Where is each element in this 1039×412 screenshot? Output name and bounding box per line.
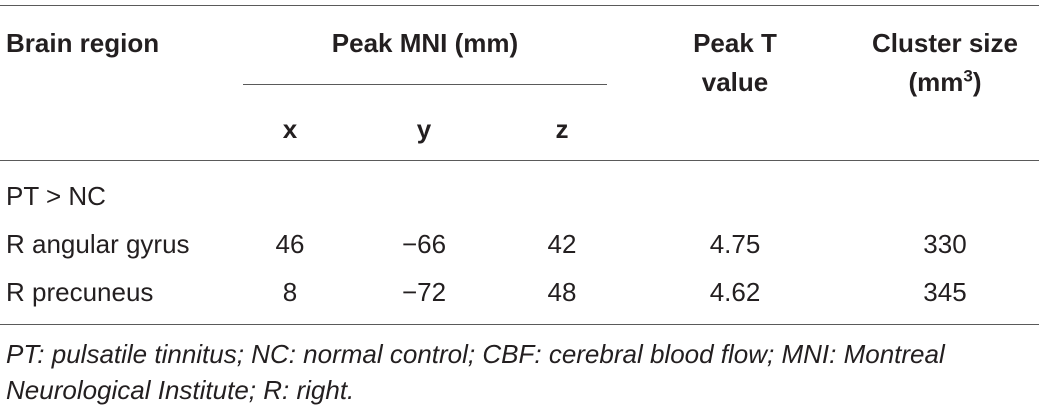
header-z: z xyxy=(555,114,569,144)
group-label: PT > NC xyxy=(6,181,106,211)
table-footnote: PT: pulsatile tinnitus; NC: normal contr… xyxy=(6,339,945,405)
row-region: R angular gyrus xyxy=(6,229,190,259)
table-top-rule xyxy=(0,5,1039,6)
row-peak-t: 4.75 xyxy=(709,229,761,259)
header-bottom-rule xyxy=(0,160,1039,161)
table-bottom-rule xyxy=(0,324,1039,325)
header-y: y xyxy=(416,114,432,144)
row-cluster-size: 330 xyxy=(923,229,967,259)
header-cluster-line1: Cluster size xyxy=(872,28,1018,58)
header-peak-t-line2: value xyxy=(701,67,769,97)
header-brain-region: Brain region xyxy=(6,28,160,58)
row-peak-t: 4.62 xyxy=(709,277,761,307)
row-z: 42 xyxy=(547,229,577,259)
header-x: x xyxy=(282,114,298,144)
row-y: −66 xyxy=(401,229,447,259)
header-peak-t-line1: Peak T xyxy=(693,28,777,58)
row-region: R precuneus xyxy=(6,277,154,307)
header-peak-mni: Peak MNI (mm) xyxy=(331,28,519,58)
row-cluster-size: 345 xyxy=(923,277,967,307)
row-z: 48 xyxy=(547,277,577,307)
row-x: 8 xyxy=(282,277,298,307)
row-x: 46 xyxy=(275,229,305,259)
row-y: −72 xyxy=(401,277,447,307)
peak-mni-underline xyxy=(243,84,607,85)
header-cluster-line2: (mm3) xyxy=(908,66,982,97)
